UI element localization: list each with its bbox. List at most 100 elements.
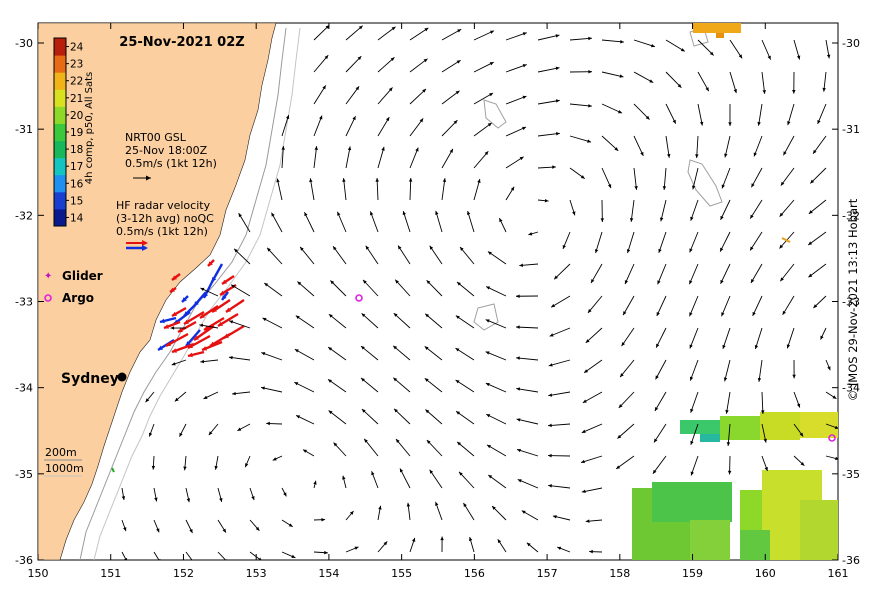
current-vector-head [487, 122, 492, 127]
current-vector-head [296, 415, 301, 419]
current-vector [621, 327, 635, 347]
current-vector [633, 71, 654, 84]
current-vector-head [721, 312, 725, 317]
current-vector-head [354, 546, 359, 550]
current-vector-head [808, 241, 813, 245]
current-vector [441, 119, 458, 137]
current-vector [332, 245, 347, 265]
current-vector-head [304, 212, 308, 217]
current-vector [569, 37, 592, 41]
radar-vector-head [208, 261, 213, 266]
current-vector-head [556, 132, 560, 136]
current-vector-head [834, 425, 838, 430]
current-vector-head [442, 178, 447, 182]
current-vector [441, 28, 462, 41]
current-vector-head [690, 216, 694, 221]
current-vector [583, 359, 603, 374]
current-vector [392, 345, 411, 361]
colorbar-tick-label: 15 [70, 195, 83, 207]
current-vector [409, 58, 428, 73]
current-vector [752, 295, 763, 317]
current-vector-head [358, 25, 363, 30]
current-vector [459, 246, 475, 265]
land-mass [38, 23, 277, 560]
current-vector [505, 95, 527, 105]
current-vector-head [722, 344, 726, 349]
current-vector [441, 148, 454, 169]
current-vector-head [486, 414, 491, 418]
current-vector-head [519, 156, 524, 161]
current-vector [328, 410, 347, 425]
current-vector-head [826, 54, 831, 59]
y-tick-label: -32 [15, 209, 33, 222]
current-vector [395, 438, 411, 457]
current-vector [810, 167, 827, 184]
current-vector-head [656, 343, 660, 348]
current-vector-head [435, 501, 439, 506]
current-vector-head [796, 55, 801, 60]
current-vector-head [145, 398, 150, 403]
current-vector-head [562, 244, 566, 249]
current-vector [658, 231, 667, 253]
current-vector-head [808, 273, 813, 278]
current-vector-head [548, 393, 553, 397]
current-vector-head [516, 325, 520, 329]
current-vector [750, 263, 763, 284]
current-vector-head [321, 517, 326, 522]
current-vector [808, 199, 827, 215]
current-vector [697, 71, 710, 92]
current-vector-head [395, 439, 400, 443]
current-vector-head [294, 382, 299, 386]
current-vector [456, 441, 475, 457]
hf-scale-arrows [126, 240, 148, 251]
current-vector [238, 212, 251, 233]
current-vector [441, 178, 446, 201]
gsl-legend-scale: 0.5m/s (1kt 12h) [125, 157, 217, 170]
current-vector-head [394, 408, 398, 413]
current-vector [230, 284, 251, 297]
isobath-legend-200: 200m [45, 446, 77, 459]
current-vector [425, 409, 443, 425]
glider-track [111, 237, 791, 473]
current-vector-head [291, 554, 296, 558]
current-vector-head [422, 88, 427, 93]
current-vector-head [750, 214, 754, 219]
current-vector-head [258, 557, 262, 560]
current-vector-head [727, 470, 732, 475]
current-vector [363, 438, 379, 457]
current-vector [217, 551, 227, 560]
colorbar-tick-label: 20 [70, 110, 83, 122]
current-vector-head [626, 249, 631, 254]
current-vector-head [228, 355, 233, 360]
radar-vector-head [172, 275, 177, 280]
radar-vector-head [166, 341, 171, 347]
current-vector [345, 146, 351, 169]
current-vector [486, 444, 507, 457]
current-vector-head [487, 444, 492, 449]
current-vector [633, 167, 637, 190]
current-vector-head [328, 410, 333, 415]
current-vector [719, 231, 731, 252]
colorbar-segment [54, 191, 66, 210]
gsl-scale-arrow [133, 175, 151, 181]
argo-legend-symbol [44, 294, 52, 302]
current-vector-head [264, 282, 269, 287]
current-vector-head [328, 347, 333, 351]
current-vector [276, 178, 283, 201]
current-vector [655, 327, 667, 348]
current-vector-head [516, 387, 521, 391]
hf-legend-scale: 0.5m/s (1kt 12h) [116, 225, 208, 238]
current-vector-head [276, 178, 280, 183]
current-vector [724, 359, 731, 382]
city-label: Sydney [61, 371, 119, 387]
current-vector [473, 150, 489, 169]
y-tick-label: -31 [15, 123, 33, 136]
current-vector-head [189, 529, 193, 534]
current-vector [304, 211, 315, 233]
x-tick-label: 158 [609, 567, 630, 580]
current-vector [697, 103, 703, 126]
radar-vector-head [188, 352, 193, 358]
y-tick-label-right: -33 [842, 296, 860, 309]
current-vector-head [584, 369, 589, 373]
current-vector [313, 146, 318, 169]
